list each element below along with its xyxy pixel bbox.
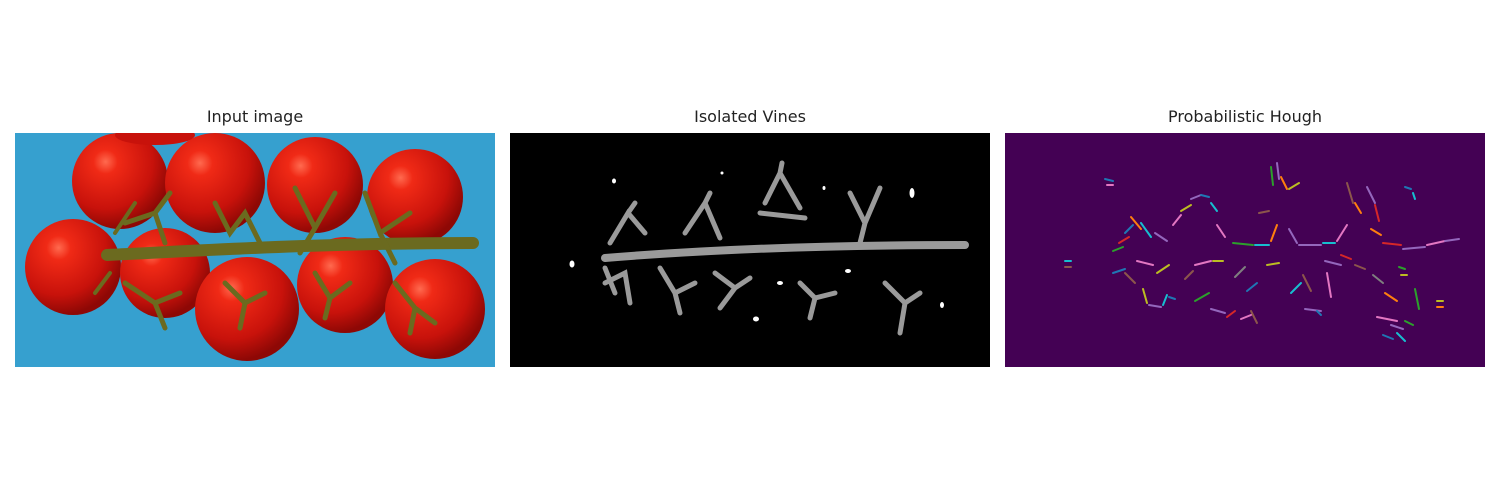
input-image	[15, 133, 495, 367]
hough-line-segments	[1005, 133, 1485, 367]
probabilistic-hough-image	[1005, 133, 1485, 367]
hough-segments	[1064, 162, 1460, 342]
mask-specks	[569, 171, 944, 322]
vine	[93, 185, 479, 336]
vine-mask	[510, 133, 990, 367]
tomato-vine-photo	[15, 133, 495, 367]
isolated-vines-image	[510, 133, 990, 367]
input-image-title: Input image	[206, 107, 304, 126]
vine-mask-shape	[601, 160, 969, 336]
isolated-vines-title: Isolated Vines	[694, 107, 806, 126]
tomatoes	[25, 133, 485, 361]
probabilistic-hough-title: Probabilistic Hough	[1167, 107, 1323, 126]
